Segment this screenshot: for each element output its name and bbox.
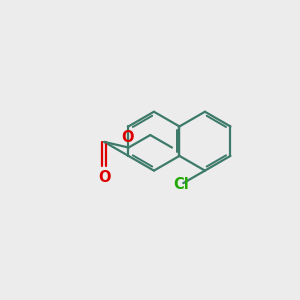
Text: O: O <box>121 130 134 145</box>
Text: Cl: Cl <box>173 177 189 192</box>
Text: O: O <box>98 169 110 184</box>
